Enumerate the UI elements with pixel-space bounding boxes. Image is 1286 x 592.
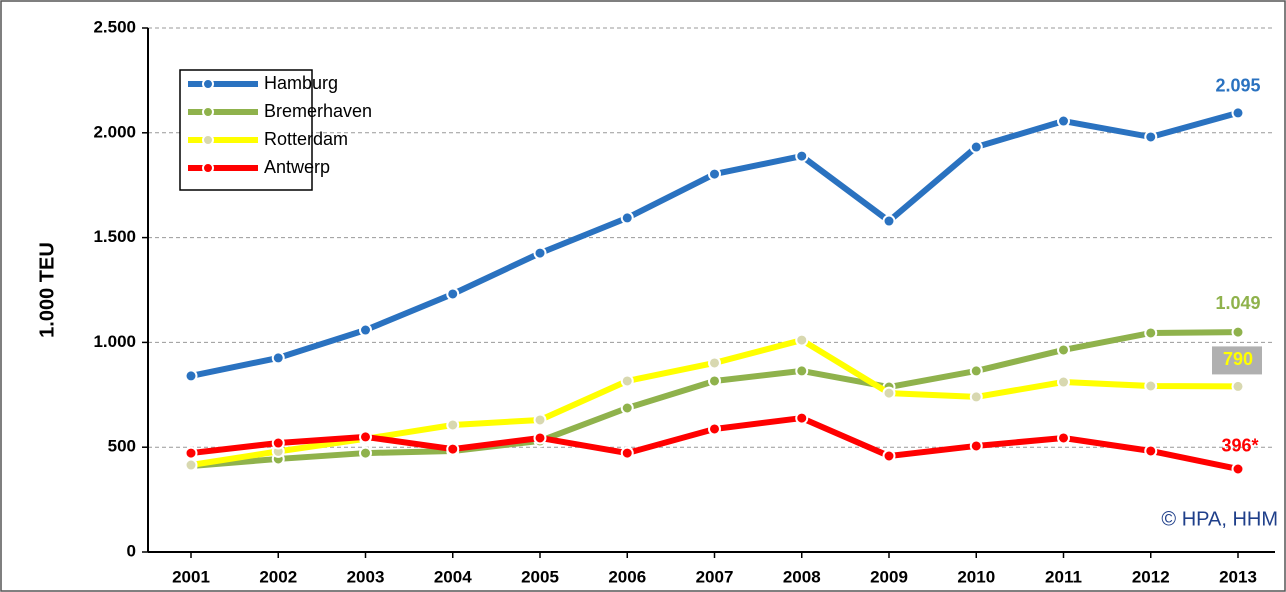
value-label: 790 [1223,349,1253,369]
point [1057,431,1070,445]
point [184,446,198,460]
point [1144,326,1158,340]
point [620,374,634,388]
point [1144,379,1158,393]
legend-marker [202,162,214,174]
point [1231,462,1245,476]
point [1231,379,1245,393]
point [708,374,721,388]
x-tick-label: 2009 [870,567,908,586]
legend-label: Rotterdam [264,129,348,149]
x-tick-label: 2008 [783,567,821,586]
point [1144,444,1158,458]
value-label: 1.049 [1215,293,1260,313]
value-label: 396* [1221,436,1258,456]
point [969,390,983,404]
point [795,411,809,425]
x-tick-label: 2007 [696,567,734,586]
point [1057,375,1070,389]
legend-label: Antwerp [264,157,330,177]
point [359,323,372,337]
point [1231,325,1245,339]
point [795,364,809,378]
point [359,446,372,460]
x-tick-label: 2012 [1132,567,1170,586]
x-tick-label: 2013 [1219,567,1257,586]
legend-label: Bremerhaven [264,101,372,121]
legend-marker [202,134,214,146]
x-tick-label: 2011 [1045,567,1082,586]
y-tick-label: 1.500 [93,227,136,246]
point [533,431,547,445]
point [708,356,721,370]
point [1057,343,1070,357]
point [1144,130,1158,144]
point [882,386,896,400]
point [795,333,809,347]
y-tick-label: 2.000 [93,122,136,141]
y-tick-label: 1.000 [93,332,136,351]
point [969,140,983,154]
x-tick-label: 2002 [259,567,297,586]
point [533,246,547,260]
point [620,211,634,225]
point [969,439,983,453]
point [708,167,721,181]
x-tick-label: 2005 [521,567,559,586]
point [184,369,198,383]
point [969,364,983,378]
x-tick-label: 2004 [434,567,472,586]
point [446,442,460,456]
x-tick-label: 2010 [957,567,995,586]
point [271,436,285,450]
value-label: 2.095 [1215,76,1260,96]
legend-marker [202,106,214,118]
point [359,430,372,444]
point [620,401,634,415]
x-tick-label: 2006 [608,567,646,586]
legend-marker [202,78,214,90]
value-label-bg [1212,346,1262,375]
annotation: © HPA, HHM [1161,508,1278,530]
x-tick-label: 2003 [347,567,385,586]
point [446,418,460,432]
y-tick-label: 2.500 [93,17,136,36]
point [1057,114,1070,128]
x-tick-label: 2001 [172,567,210,586]
point [882,214,896,228]
point [795,149,809,163]
point [1231,106,1245,120]
point [446,287,460,301]
legend-label: Hamburg [264,73,338,93]
point [620,446,634,460]
point [184,458,198,472]
y-tick-label: 0 [127,541,136,560]
point [271,351,285,365]
point [882,449,896,463]
point [533,413,547,427]
point [708,422,721,436]
y-tick-label: 500 [108,437,136,456]
y-axis-label: 1.000 TEU [36,242,58,338]
